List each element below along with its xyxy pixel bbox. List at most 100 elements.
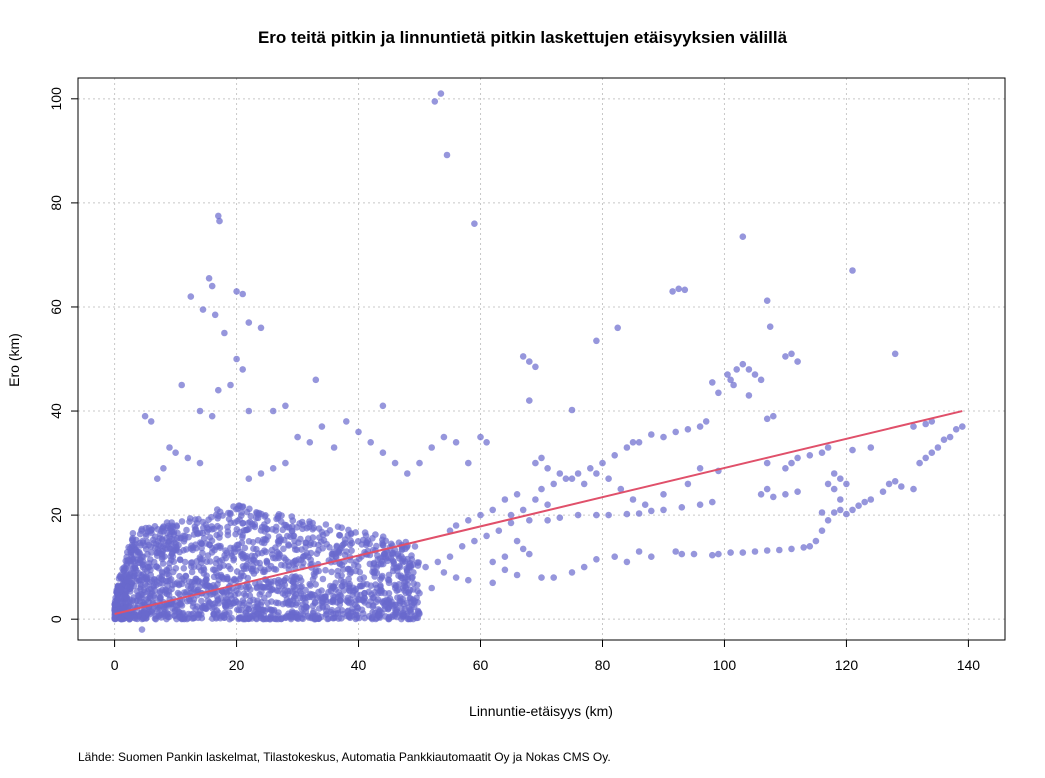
data-point: [240, 590, 248, 598]
data-point: [319, 603, 327, 610]
data-point: [763, 297, 771, 305]
data-point: [312, 376, 320, 384]
data-point: [532, 363, 539, 371]
data-point: [355, 428, 362, 436]
data-point: [379, 402, 387, 410]
data-point: [272, 527, 280, 534]
data-point: [142, 545, 150, 553]
data-point: [238, 569, 245, 577]
data-point: [302, 543, 309, 551]
data-point: [709, 498, 716, 506]
data-point: [428, 584, 436, 592]
data-point: [274, 538, 282, 545]
data-point: [272, 566, 280, 573]
data-points: [111, 90, 966, 633]
data-point: [277, 518, 285, 525]
data-point: [208, 282, 216, 290]
data-point: [356, 568, 364, 576]
data-point: [660, 491, 667, 498]
data-point: [117, 615, 125, 622]
data-point: [188, 559, 196, 566]
data-point: [696, 423, 704, 430]
data-point: [178, 381, 185, 389]
data-point: [766, 323, 774, 331]
axes: 0 20 40 60 80 100 120 140 0 20 40 60 80 100: [48, 77, 1006, 673]
data-point: [544, 501, 551, 509]
data-point: [309, 526, 317, 533]
data-point: [635, 439, 643, 446]
data-point: [406, 608, 414, 615]
data-point: [348, 547, 355, 554]
data-point: [127, 552, 135, 559]
data-point: [129, 530, 137, 537]
data-point: [702, 418, 710, 425]
data-point: [155, 610, 162, 618]
data-point: [440, 569, 448, 576]
data-point: [849, 267, 856, 274]
data-point: [849, 446, 856, 454]
x-tick-label: 20: [229, 657, 245, 673]
data-point: [885, 480, 893, 488]
y-tick-label: 20: [48, 507, 64, 523]
data-point: [157, 575, 165, 583]
data-point: [250, 607, 257, 614]
data-point: [727, 549, 734, 556]
data-point: [233, 355, 240, 363]
data-point: [379, 533, 387, 540]
data-point: [489, 506, 497, 514]
data-point: [635, 548, 643, 555]
data-point: [404, 573, 411, 581]
data-point: [223, 596, 231, 603]
data-point: [221, 329, 228, 337]
data-point: [623, 558, 631, 566]
data-point: [345, 613, 353, 620]
data-point: [391, 459, 399, 467]
data-point: [849, 506, 856, 514]
data-point: [285, 562, 293, 569]
data-point: [230, 556, 237, 564]
data-point: [763, 459, 771, 467]
data-point: [538, 485, 545, 493]
data-point: [268, 546, 276, 554]
data-point: [471, 537, 478, 545]
data-point: [660, 433, 667, 441]
data-point: [294, 433, 301, 441]
data-point: [328, 553, 336, 560]
data-point: [144, 528, 152, 535]
data-point: [263, 558, 271, 565]
data-point: [330, 444, 338, 451]
data-point: [144, 550, 151, 558]
data-point: [580, 563, 588, 571]
data-point: [428, 444, 436, 451]
data-point: [343, 548, 350, 555]
data-point: [399, 555, 407, 562]
data-point: [910, 423, 917, 430]
data-point: [242, 562, 250, 570]
data-point: [168, 519, 175, 526]
data-point: [186, 518, 193, 525]
data-point: [843, 480, 850, 488]
data-point: [178, 518, 186, 525]
data-point: [222, 547, 229, 554]
data-point: [294, 614, 302, 621]
data-point: [163, 567, 171, 575]
data-point: [158, 568, 166, 576]
data-point: [194, 611, 201, 618]
data-point: [311, 599, 319, 607]
data-point: [167, 553, 174, 560]
data-point: [335, 549, 343, 557]
data-point: [684, 426, 692, 433]
data-point: [182, 573, 190, 580]
data-point: [623, 510, 631, 518]
data-point: [770, 412, 777, 420]
data-point: [550, 574, 557, 581]
data-point: [934, 444, 942, 451]
data-point: [214, 515, 221, 522]
data-point: [163, 529, 171, 537]
data-point: [635, 510, 643, 517]
data-point: [343, 418, 350, 425]
data-point: [394, 594, 401, 601]
source-note: Lähde: Suomen Pankin laskelmat, Tilastok…: [78, 750, 611, 764]
data-point: [959, 423, 966, 430]
data-point: [824, 517, 832, 524]
